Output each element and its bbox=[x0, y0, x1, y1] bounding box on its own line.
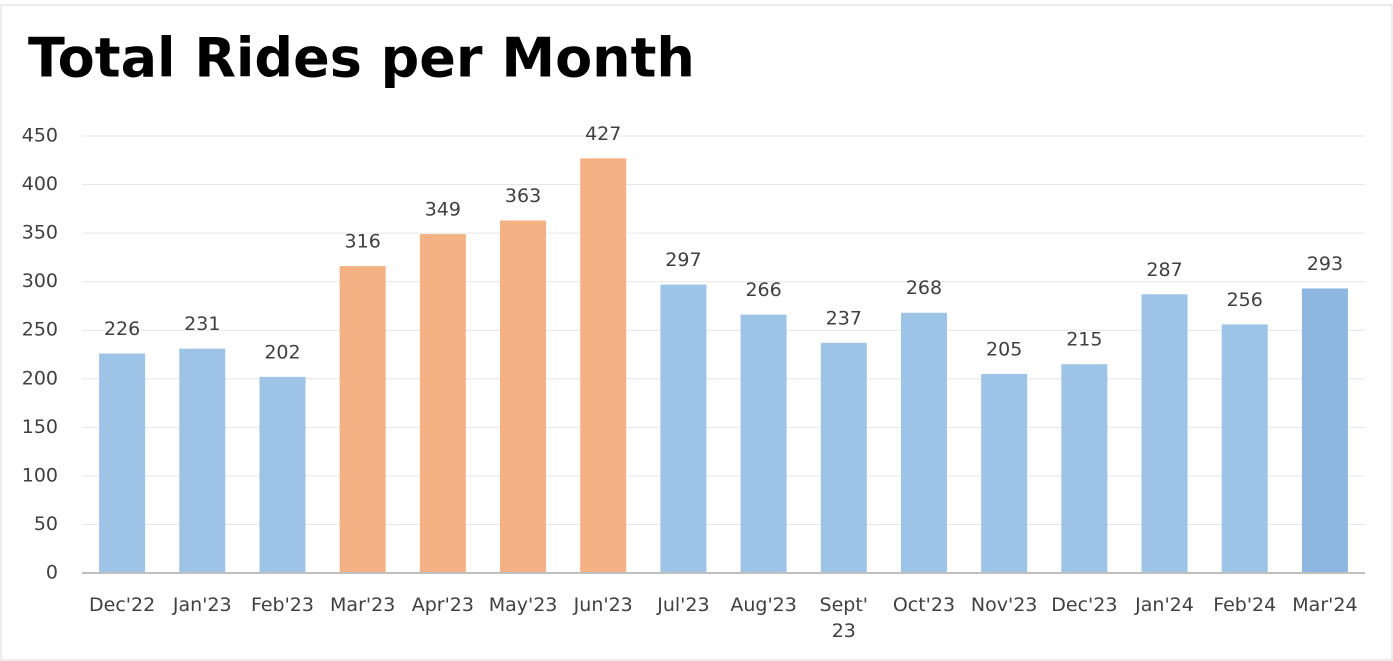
bar bbox=[900, 312, 947, 573]
y-tick-label: 50 bbox=[34, 513, 58, 535]
data-label: 268 bbox=[906, 277, 942, 299]
bar bbox=[660, 284, 707, 573]
x-tick-label: Feb'24 bbox=[1213, 594, 1277, 616]
bar bbox=[419, 234, 466, 574]
y-tick-label: 150 bbox=[22, 416, 58, 438]
x-tick-label: Jan'23 bbox=[172, 594, 232, 616]
y-tick-label: 100 bbox=[22, 464, 58, 486]
x-tick-label: Sept' 23 bbox=[819, 594, 869, 642]
x-tick-label: May'23 bbox=[488, 594, 558, 616]
bar bbox=[99, 353, 146, 573]
x-tick-label: Jul'23 bbox=[657, 594, 710, 616]
bar bbox=[820, 342, 867, 573]
x-tick-label: Apr'23 bbox=[411, 594, 474, 616]
chart-title: Total Rides per Month bbox=[28, 27, 695, 90]
x-tick-label: Jan'24 bbox=[1135, 594, 1194, 616]
data-label: 256 bbox=[1227, 289, 1263, 311]
y-tick-label: 300 bbox=[22, 270, 58, 292]
bar bbox=[740, 314, 787, 573]
y-tick-label: 350 bbox=[22, 222, 58, 244]
data-label: 215 bbox=[1066, 329, 1102, 351]
y-tick-label: 0 bbox=[46, 562, 58, 584]
data-label: 205 bbox=[986, 338, 1022, 360]
x-tick-label: Dec'23 bbox=[1051, 594, 1118, 616]
x-tick-label: Oct'23 bbox=[892, 594, 956, 616]
y-tick-label: 250 bbox=[22, 319, 58, 341]
x-tick-label: Feb'23 bbox=[250, 594, 314, 616]
data-label: 316 bbox=[345, 231, 381, 253]
data-label: 226 bbox=[104, 318, 140, 340]
data-label: 266 bbox=[745, 279, 781, 301]
x-tick-label: Dec'22 bbox=[89, 594, 156, 616]
bar bbox=[1061, 364, 1108, 573]
bar bbox=[1141, 294, 1188, 573]
data-label: 427 bbox=[585, 123, 621, 145]
y-tick-label: 400 bbox=[22, 173, 58, 195]
x-tick-label: Aug'23 bbox=[730, 594, 797, 616]
bar bbox=[259, 376, 306, 573]
data-label: 202 bbox=[264, 341, 300, 363]
bar bbox=[500, 220, 547, 573]
data-label: 287 bbox=[1146, 259, 1182, 281]
bar bbox=[1221, 324, 1268, 573]
data-label: 363 bbox=[505, 185, 541, 207]
data-label: 293 bbox=[1307, 253, 1343, 275]
x-tick-label: Jun'23 bbox=[573, 594, 633, 616]
bar bbox=[179, 348, 226, 573]
x-tick-label: Nov'23 bbox=[970, 594, 1038, 616]
x-tick-label: Mar'24 bbox=[1292, 594, 1358, 616]
y-tick-label: 200 bbox=[22, 367, 58, 389]
bar bbox=[1301, 288, 1348, 573]
bar bbox=[981, 373, 1028, 573]
data-label: 297 bbox=[665, 249, 701, 271]
bar bbox=[339, 266, 386, 573]
y-tick-label: 450 bbox=[22, 125, 58, 147]
data-label: 349 bbox=[425, 199, 461, 221]
chart-border bbox=[0, 4, 1393, 661]
data-label: 237 bbox=[826, 307, 862, 329]
bar bbox=[580, 158, 627, 573]
data-label: 231 bbox=[184, 313, 220, 335]
x-tick-label: Mar'23 bbox=[330, 594, 396, 616]
